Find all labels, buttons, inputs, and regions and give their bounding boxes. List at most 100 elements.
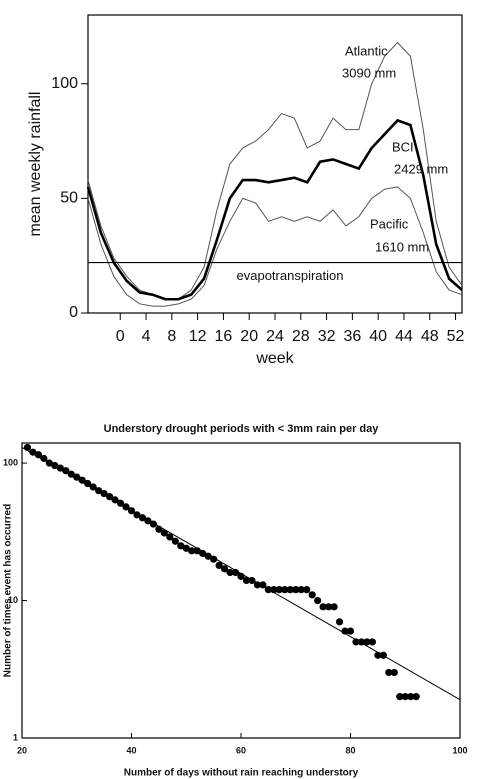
point <box>166 533 174 541</box>
series-total: 2429 mm <box>394 161 448 176</box>
x-tick-label: 80 <box>345 745 355 755</box>
series-label: Atlantic <box>345 43 388 58</box>
point <box>412 693 420 701</box>
point <box>62 467 70 475</box>
x-tick-label: 32 <box>318 328 336 345</box>
point <box>330 603 338 611</box>
point <box>215 561 223 570</box>
x-tick-label: 20 <box>240 328 258 345</box>
x-tick-label: 60 <box>236 745 246 755</box>
point <box>253 581 262 589</box>
point <box>303 586 311 594</box>
point <box>237 572 245 580</box>
point <box>51 461 59 470</box>
point <box>78 476 86 484</box>
point <box>193 547 201 555</box>
point <box>34 451 43 459</box>
point <box>45 459 53 467</box>
point <box>401 693 409 701</box>
y-axis-label: mean weekly rainfall <box>27 92 44 237</box>
point <box>308 591 316 599</box>
x-tick-label: 0 <box>116 328 125 345</box>
point <box>385 668 393 677</box>
point <box>73 473 81 481</box>
x-tick-label: 48 <box>421 328 439 345</box>
series-label: Pacific <box>370 216 409 231</box>
y-tick-label: 0 <box>69 304 78 321</box>
x-tick-label: 20 <box>17 745 27 755</box>
point <box>286 586 294 594</box>
line <box>87 186 463 307</box>
point <box>325 603 333 611</box>
point <box>292 586 300 594</box>
point <box>390 668 398 677</box>
x-tick-label: 40 <box>126 745 136 755</box>
point <box>171 537 179 545</box>
x-tick-label: 24 <box>266 328 284 345</box>
point <box>242 576 251 585</box>
point <box>89 483 97 491</box>
point <box>275 586 283 594</box>
x-tick-label: 4 <box>142 328 151 345</box>
point <box>199 549 207 558</box>
point <box>67 470 75 478</box>
point <box>160 529 168 537</box>
point <box>144 517 152 525</box>
point <box>335 618 344 626</box>
point <box>84 479 92 488</box>
x-axis-label: week <box>255 350 294 367</box>
y-tick-label: 10 <box>8 595 18 605</box>
point <box>95 487 103 495</box>
point <box>226 568 234 577</box>
y-axis-label: Number of times event has occurred <box>3 504 14 677</box>
y-tick-label: 1 <box>13 732 18 742</box>
point <box>133 511 141 519</box>
point <box>100 489 108 498</box>
point <box>127 507 136 515</box>
point <box>204 552 212 560</box>
series-total: 1610 mm <box>375 239 429 254</box>
x-tick-label: 12 <box>189 328 207 345</box>
line <box>86 118 463 301</box>
reference-label: evapotranspiration <box>237 268 344 283</box>
x-tick-label: 8 <box>167 328 176 345</box>
point <box>40 454 48 463</box>
y-tick-label: 100 <box>51 75 78 92</box>
point <box>149 520 157 528</box>
point <box>138 514 147 522</box>
chart-title: Understory drought periods with < 3mm ra… <box>104 423 380 435</box>
x-tick-label: 28 <box>292 328 310 345</box>
point <box>111 496 119 504</box>
point <box>56 464 64 472</box>
x-tick-label: 100 <box>452 745 467 755</box>
point <box>396 693 404 701</box>
x-axis-label: Number of days without rain reaching und… <box>124 768 359 779</box>
x-tick-label: 16 <box>215 328 233 345</box>
point <box>314 596 322 605</box>
point <box>363 638 371 646</box>
point <box>270 586 278 594</box>
point <box>407 693 415 701</box>
point <box>297 586 305 594</box>
point <box>188 547 196 555</box>
point <box>374 651 382 659</box>
x-tick-label: 44 <box>395 328 413 345</box>
point <box>248 576 256 585</box>
point <box>281 586 289 594</box>
x-tick-label: 36 <box>343 328 361 345</box>
point <box>259 581 267 589</box>
point <box>264 586 272 594</box>
x-tick-label: 52 <box>447 328 465 345</box>
point <box>231 568 240 577</box>
x-tick-label: 40 <box>369 328 387 345</box>
point <box>122 503 130 511</box>
series-total: 3090 mm <box>342 65 396 80</box>
point <box>116 499 125 507</box>
point <box>29 448 37 456</box>
point <box>182 544 190 552</box>
point <box>341 627 349 635</box>
point <box>23 443 32 452</box>
point <box>346 627 355 635</box>
point <box>210 555 218 563</box>
